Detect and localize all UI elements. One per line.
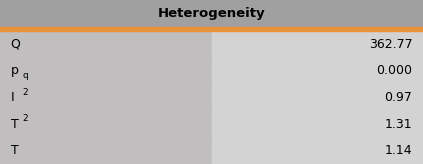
Bar bbox=[0, 84, 212, 111]
Text: 2: 2 bbox=[22, 88, 28, 97]
Text: Heterogeneity: Heterogeneity bbox=[158, 7, 265, 20]
Text: Q: Q bbox=[11, 38, 20, 51]
Text: q: q bbox=[22, 71, 28, 80]
Text: 362.77: 362.77 bbox=[369, 38, 412, 51]
Text: 2: 2 bbox=[22, 114, 28, 123]
Bar bbox=[0, 27, 423, 31]
Bar bbox=[212, 84, 423, 111]
Bar bbox=[0, 57, 212, 84]
Text: T: T bbox=[11, 117, 18, 131]
Bar bbox=[0, 0, 423, 27]
Bar bbox=[0, 137, 212, 164]
Text: 1.31: 1.31 bbox=[385, 117, 412, 131]
Text: 1.14: 1.14 bbox=[385, 144, 412, 157]
Bar bbox=[212, 111, 423, 137]
Text: 0.97: 0.97 bbox=[385, 91, 412, 104]
Bar bbox=[0, 31, 212, 57]
Bar bbox=[212, 137, 423, 164]
Bar bbox=[212, 31, 423, 57]
Text: T: T bbox=[11, 144, 18, 157]
Text: I: I bbox=[11, 91, 14, 104]
Bar bbox=[212, 57, 423, 84]
Text: 0.000: 0.000 bbox=[376, 64, 412, 77]
Text: p: p bbox=[11, 64, 19, 77]
Bar bbox=[0, 111, 212, 137]
